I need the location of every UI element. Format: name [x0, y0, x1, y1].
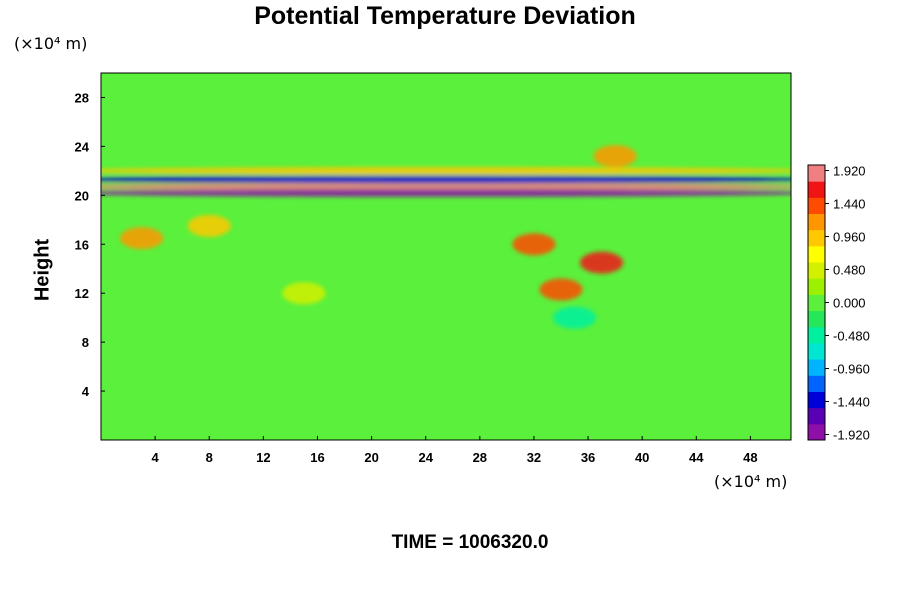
y-tick-label: 4 — [82, 384, 90, 399]
heatmap-background — [101, 73, 791, 440]
colorbar-swatch — [808, 181, 825, 198]
plot-frame — [100, 72, 792, 441]
x-axis-unit: (×10⁴ m) — [714, 472, 788, 491]
y-tick-label: 12 — [75, 286, 89, 301]
colorbar-tick-label: 1.440 — [833, 197, 866, 212]
x-tick-label: 16 — [310, 450, 324, 465]
colorbar-swatch — [808, 423, 825, 441]
heatmap-feature — [101, 188, 791, 197]
colorbar-swatch — [808, 213, 825, 231]
x-axis: 4 8 12 16 20 24 28 32 36 40 44 48 — [152, 436, 758, 465]
colorbar-tick-label: 0.480 — [833, 263, 866, 278]
colorbar-swatch — [808, 359, 825, 376]
y-tick-label: 20 — [75, 188, 89, 203]
y-tick-label: 8 — [82, 335, 89, 350]
colorbar-tick-label: 0.000 — [833, 296, 866, 311]
y-tick-label: 24 — [75, 139, 90, 154]
colorbar-swatch — [808, 375, 825, 392]
heatmap-feature — [101, 166, 791, 175]
heatmap-feature — [579, 251, 624, 274]
y-tick-label: 28 — [75, 90, 89, 105]
colorbar-tick-label: 0.960 — [833, 230, 866, 245]
colorbar-swatch — [808, 262, 825, 279]
chart-title: Potential Temperature Deviation — [254, 2, 636, 30]
colorbar-tick-label: -0.960 — [833, 362, 870, 377]
colorbar-swatch — [808, 197, 825, 215]
colorbar-swatch — [808, 294, 825, 312]
colorbar-swatch — [808, 165, 825, 182]
colorbar-swatch — [808, 407, 825, 425]
heatmap-feature — [512, 233, 556, 256]
x-tick-label: 40 — [635, 450, 649, 465]
y-tick-label: 16 — [75, 237, 89, 252]
y-axis-unit: (×10⁴ m) — [14, 34, 88, 53]
heatmap-feature — [187, 214, 231, 237]
colorbar-swatch — [808, 310, 825, 328]
x-tick-label: 24 — [418, 450, 433, 465]
colorbar: 1.920 1.440 0.960 0.480 0.000 -0.480 -0.960 -1.… — [807, 164, 870, 443]
x-tick-label: 20 — [364, 450, 378, 465]
heatmap-feature — [552, 306, 597, 329]
colorbar-tick-label: -1.440 — [833, 395, 870, 410]
x-tick-label: 32 — [527, 450, 541, 465]
x-tick-label: 28 — [473, 450, 487, 465]
x-tick-label: 12 — [256, 450, 270, 465]
heatmap-field — [101, 73, 791, 440]
y-axis: 4 8 12 16 20 24 28 — [75, 90, 105, 399]
colorbar-tick-label: -0.480 — [833, 329, 870, 344]
heatmap-feature — [119, 227, 164, 250]
colorbar-tick-label: -1.920 — [833, 428, 870, 443]
colorbar-swatch — [808, 245, 825, 263]
heatmap-feature — [593, 145, 637, 168]
colorbar-swatch — [808, 391, 825, 409]
x-tick-label: 44 — [689, 450, 704, 465]
colorbar-swatch — [808, 278, 825, 295]
heatmap-feature — [101, 175, 791, 184]
heatmap-feature — [539, 278, 583, 301]
x-tick-label: 8 — [206, 450, 213, 465]
colorbar-swatch — [808, 342, 825, 360]
heatmap-feature — [282, 282, 326, 305]
x-tick-label: 48 — [743, 450, 757, 465]
colorbar-swatch — [808, 229, 825, 247]
heatmap-feature — [101, 182, 791, 191]
colorbar-swatch — [808, 326, 825, 344]
colorbar-tick-label: 1.920 — [833, 164, 866, 179]
x-tick-label: 4 — [152, 450, 160, 465]
x-tick-label: 36 — [581, 450, 595, 465]
time-label: TIME = 1006320.0 — [391, 532, 549, 553]
